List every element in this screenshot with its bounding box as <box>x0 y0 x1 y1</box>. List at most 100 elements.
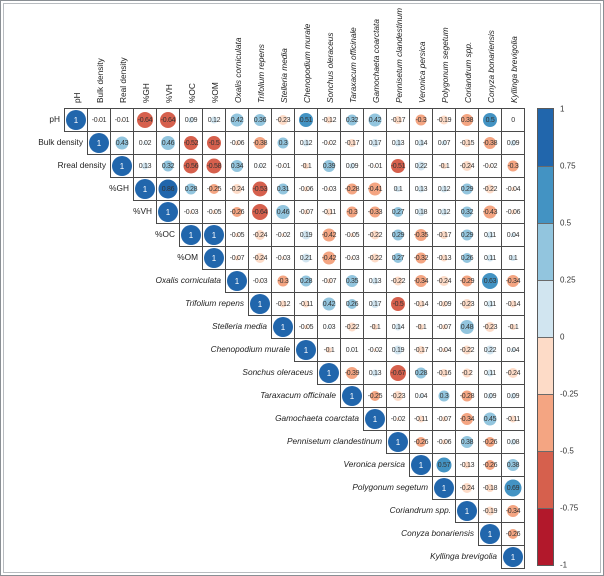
correlation-value: -0.11 <box>322 209 336 216</box>
matrix-cell: -0.28 <box>455 384 479 408</box>
correlation-value: -0.34 <box>505 508 521 515</box>
matrix-cell: -0.38 <box>478 131 502 155</box>
correlation-value: -0.03 <box>321 186 337 193</box>
correlation-value: -0.43 <box>482 209 498 216</box>
matrix-cell: 1 <box>340 384 364 408</box>
matrix-cell: -0.64 <box>248 200 272 224</box>
correlation-value: -0.26 <box>482 462 498 469</box>
correlation-value: 0.03 <box>322 324 336 331</box>
matrix-cell: 0.32 <box>340 108 364 132</box>
correlation-circle <box>462 345 472 355</box>
correlation-value: 1 <box>326 369 332 378</box>
correlation-circle <box>323 160 335 172</box>
matrix-cell: -0.23 <box>271 108 295 132</box>
matrix-cell: 1 <box>202 223 226 247</box>
correlation-circle <box>252 181 268 197</box>
col-label: Chenopodium murale <box>302 23 312 103</box>
correlation-circle <box>370 391 380 401</box>
correlation-circle <box>441 416 447 422</box>
correlation-circle <box>440 208 448 216</box>
correlation-value: 0.29 <box>391 232 405 239</box>
correlation-circle <box>183 158 199 174</box>
correlation-circle <box>325 208 333 216</box>
correlation-value: 0.34 <box>230 163 244 170</box>
correlation-value: 0.43 <box>115 140 129 147</box>
correlation-value: -0.33 <box>367 209 383 216</box>
matrix-cell: -0.01 <box>110 108 134 132</box>
col-label: %OC <box>187 83 197 103</box>
matrix-cell: 1 <box>386 430 410 454</box>
matrix-cell: -0.26 <box>225 200 249 224</box>
correlation-circle <box>255 253 265 263</box>
correlation-value: -0.07 <box>229 255 245 262</box>
correlation-value: -0.64 <box>252 209 268 216</box>
correlation-circle <box>440 254 448 262</box>
correlation-circle <box>322 251 336 265</box>
correlation-circle <box>393 276 403 286</box>
colorbar-tick-label: -1 <box>560 560 568 570</box>
correlation-circle <box>369 206 381 218</box>
correlation-circle <box>510 140 516 146</box>
correlation-circle <box>511 187 515 191</box>
colorbar-tick-label: 0.75 <box>560 161 576 171</box>
matrix-cell: 1 <box>363 407 387 431</box>
correlation-circle <box>419 394 423 398</box>
matrix-cell: 0.11 <box>478 246 502 270</box>
correlation-value: 1 <box>234 277 240 286</box>
correlation-value: -0.01 <box>275 163 291 170</box>
correlation-value: -0.51 <box>390 163 406 170</box>
correlation-value: -0.23 <box>459 301 475 308</box>
correlation-circle <box>393 207 403 217</box>
matrix-cell: -0.23 <box>455 292 479 316</box>
correlation-value: -0.1 <box>507 324 519 331</box>
correlation-circle <box>417 415 425 423</box>
correlation-value: -0.01 <box>91 117 107 124</box>
correlation-circle <box>480 524 500 544</box>
correlation-circle <box>303 209 309 215</box>
correlation-value: 1 <box>257 300 263 309</box>
matrix-cell: 0.42 <box>363 108 387 132</box>
colorbar-segment <box>538 508 553 565</box>
matrix-cell: 0.27 <box>386 246 410 270</box>
correlation-circle <box>304 325 308 329</box>
correlation-value: 0.11 <box>484 232 496 239</box>
correlation-circle <box>184 136 198 150</box>
col-label: Polygonum segetum <box>440 27 450 103</box>
correlation-value: -0.1 <box>415 324 427 331</box>
correlation-value: 0.27 <box>391 209 405 216</box>
correlation-circle <box>392 229 404 241</box>
correlation-circle <box>488 164 492 168</box>
correlation-value: -0.41 <box>367 186 383 193</box>
col-label: %GH <box>141 83 151 103</box>
col-label: Bulk density <box>95 58 105 103</box>
correlation-circle <box>509 300 517 308</box>
matrix-cell: -0.53 <box>248 177 272 201</box>
correlation-value: 0.29 <box>460 232 474 239</box>
correlation-circle <box>483 113 497 127</box>
correlation-value: 0.3 <box>439 393 449 400</box>
correlation-value: -0.25 <box>367 393 383 400</box>
colorbar-tick-label: -0.25 <box>560 389 579 399</box>
correlation-circle <box>368 182 382 196</box>
matrix-cell: -0.26 <box>501 522 525 546</box>
correlation-circle <box>441 324 447 330</box>
correlation-value: -0.01 <box>114 117 130 124</box>
matrix-cell: 0.35 <box>340 269 364 293</box>
correlation-value: -0.07 <box>436 416 452 423</box>
matrix-cell: -0.06 <box>294 177 318 201</box>
matrix-cell: 0.12 <box>202 108 226 132</box>
correlation-value: -0.3 <box>507 163 519 170</box>
matrix-cell: 0.04 <box>501 223 525 247</box>
correlation-circle <box>391 159 405 173</box>
matrix-cell: -0.03 <box>317 177 341 201</box>
matrix-cell: -0.04 <box>501 177 525 201</box>
correlation-circle <box>143 141 147 145</box>
correlation-matrix-plot: pH Bulk density Real density %GH %VH %OC %OM Ox… <box>3 3 601 573</box>
matrix-cell: 0.04 <box>501 338 525 362</box>
correlation-circle <box>235 233 239 237</box>
matrix-cell: 0.38 <box>455 108 479 132</box>
row-label: Oxalis corniculata <box>155 275 221 285</box>
correlation-value: -0.05 <box>298 324 314 331</box>
correlation-value: -0.1 <box>323 347 335 354</box>
correlation-value: 0.11 <box>484 370 496 377</box>
